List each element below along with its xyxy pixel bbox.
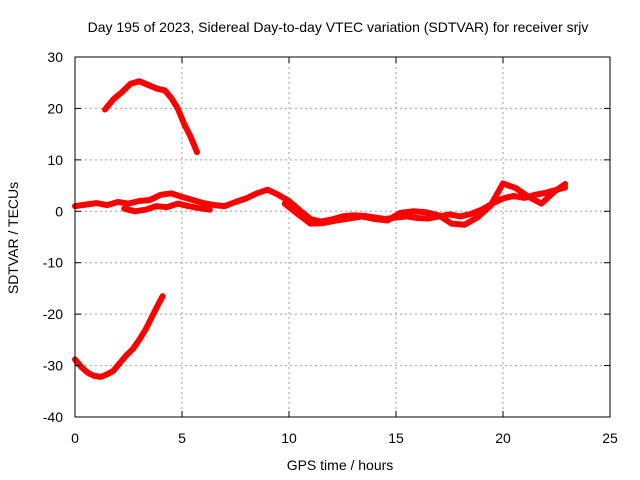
x-tick-label: 5 <box>178 430 186 446</box>
x-tick-label: 10 <box>281 430 297 446</box>
y-tick-label: 10 <box>47 152 63 168</box>
x-tick-label: 25 <box>602 430 618 446</box>
y-tick-label: -10 <box>43 255 63 271</box>
y-tick-label: 20 <box>47 100 63 116</box>
series-layer <box>72 78 569 380</box>
y-tick-label: -20 <box>43 306 63 322</box>
y-tick-label: 30 <box>47 49 63 65</box>
y-tick-label: -30 <box>43 358 63 374</box>
y-axis-label: SDTVAR / TECUs <box>5 182 21 294</box>
y-tick-label: 0 <box>55 203 63 219</box>
y-tick-label: -40 <box>43 409 63 425</box>
axis-ticks: 0 5 10 15 20 25 -40 -30 -20 -10 0 10 20 30 <box>43 49 618 446</box>
x-tick-label: 20 <box>495 430 511 446</box>
series-secondary-trace-A <box>121 200 213 215</box>
series-secondary-trace-B <box>281 180 569 228</box>
chart-title: Day 195 of 2023, Sidereal Day-to-day VTE… <box>88 19 589 35</box>
x-axis-label: GPS time / hours <box>287 457 394 473</box>
x-tick-label: 15 <box>388 430 404 446</box>
grid-lines <box>75 57 610 417</box>
x-tick-label: 0 <box>71 430 79 446</box>
plot-frame <box>74 56 611 418</box>
series-upper-arc <box>102 78 200 156</box>
series-lower-arc <box>72 293 166 380</box>
